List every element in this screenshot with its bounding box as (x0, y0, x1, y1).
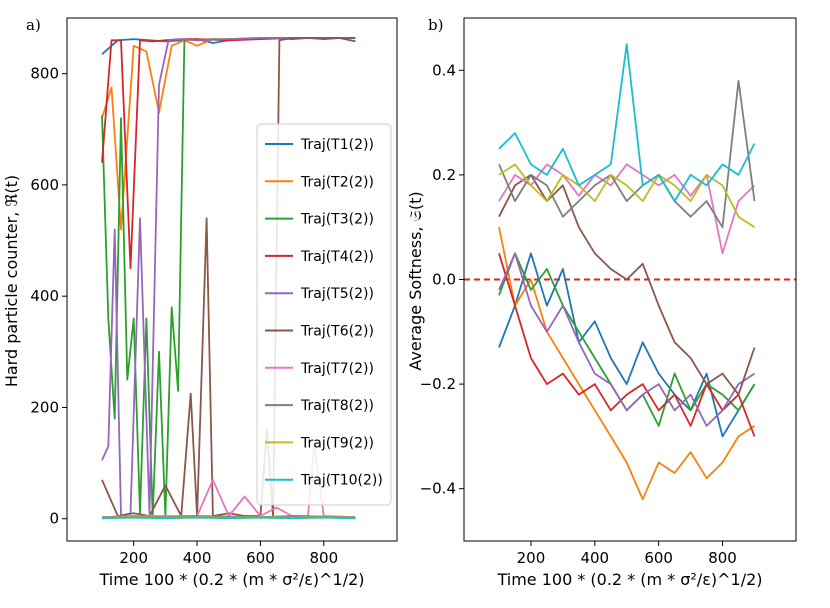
series-line-6 (498, 173, 756, 396)
legend-label-10: Traj(T10(2)) (300, 473, 383, 489)
series-line-2 (498, 227, 755, 501)
y-tick-label: −0.4 (420, 480, 456, 498)
x-axis-label: Time 100 * (0.2 * (m * σ²/ε)^1/2) (496, 570, 762, 589)
legend-label-5: Traj(T5(2)) (300, 286, 374, 302)
y-tick-label: 400 (30, 287, 59, 305)
y-tick-label: 0.2 (432, 166, 456, 184)
y-tick-label: 800 (30, 65, 59, 83)
series-line-4 (498, 253, 756, 437)
panel-label: b) (428, 16, 443, 34)
axes-frame (66, 17, 398, 542)
panel-label: a) (26, 16, 41, 34)
series-line-5 (498, 252, 755, 427)
y-axis-label: Hard particle counter, ℜ(t) (2, 175, 21, 387)
x-tick-label: 600 (644, 549, 673, 567)
legend-label-2: Traj(T2(2)) (300, 174, 374, 190)
y-axis-label: Average Softness, 𝔖(t) (406, 191, 425, 370)
x-tick-label: 200 (119, 549, 148, 567)
y-tick-label: 0.4 (432, 61, 456, 79)
legend-label-6: Traj(T6(2)) (300, 324, 374, 340)
series-line-5 (101, 37, 356, 517)
legend-label-3: Traj(T3(2)) (300, 212, 374, 228)
x-tick-label: 800 (708, 549, 737, 567)
legend-label-7: Traj(T7(2)) (300, 361, 374, 377)
y-tick-label: 200 (30, 398, 59, 416)
legend-label-4: Traj(T4(2)) (300, 249, 374, 265)
legend-label-8: Traj(T8(2)) (300, 398, 374, 414)
y-tick-label: 0 (49, 510, 59, 528)
series-line-8 (498, 79, 756, 229)
x-tick-label: 400 (183, 549, 212, 567)
x-axis-label: Time 100 * (0.2 * (m * σ²/ε)^1/2) (98, 570, 364, 589)
plot-area (101, 37, 356, 520)
legend-label-1: Traj(T1(2)) (300, 137, 374, 153)
y-tick-label: 600 (30, 176, 59, 194)
series-line-7 (498, 163, 756, 255)
series-line-10 (498, 43, 756, 203)
y-tick-label: −0.2 (420, 375, 456, 393)
x-tick-label: 600 (246, 549, 275, 567)
plot-area (464, 43, 796, 501)
legend-label-9: Traj(T9(2)) (300, 435, 374, 451)
series-line-10 (101, 516, 356, 520)
x-tick-label: 800 (309, 549, 338, 567)
panel-b: 200 400 600 800 −0.4 −0.2 0.0 0.2 0.4 Time 100 * … (406, 16, 797, 589)
x-tick-label: 400 (580, 549, 609, 567)
panel-a: 200 400 600 800 0 200 400 600 800 Time 100 * (0.2… (2, 16, 398, 589)
y-tick-label: 0.0 (432, 271, 456, 289)
x-tick-label: 200 (517, 549, 546, 567)
